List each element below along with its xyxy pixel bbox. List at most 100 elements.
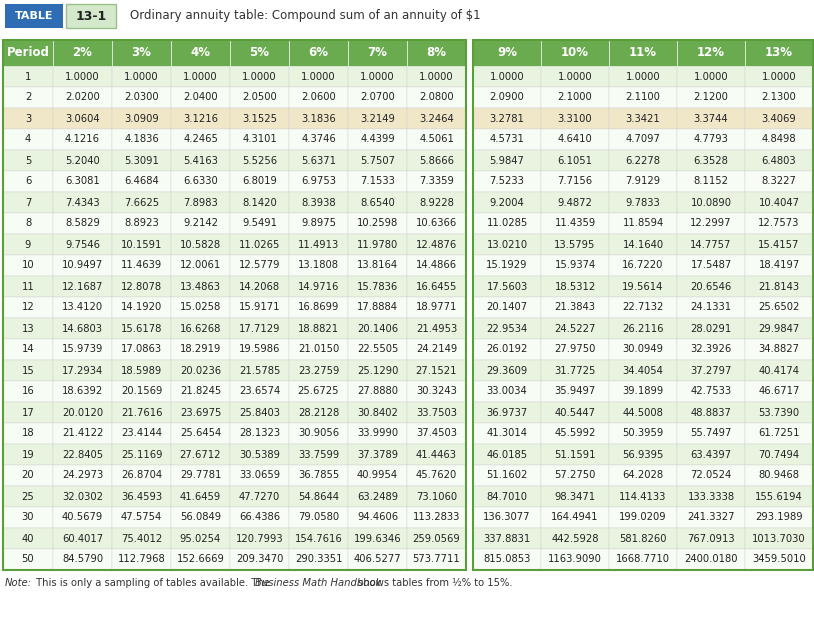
Bar <box>171 339 230 360</box>
Bar <box>53 192 112 213</box>
Text: Ordinary annuity table: Compound sum of an annuity of $1: Ordinary annuity table: Compound sum of … <box>130 9 480 22</box>
Text: 18.9771: 18.9771 <box>416 303 457 312</box>
Bar <box>171 423 230 444</box>
Bar <box>407 234 466 255</box>
Text: 1013.7030: 1013.7030 <box>752 533 806 544</box>
Text: 154.7616: 154.7616 <box>295 533 343 544</box>
Text: 1.0000: 1.0000 <box>558 71 593 81</box>
Bar <box>289 402 348 423</box>
Bar <box>407 318 466 339</box>
Bar <box>677 40 745 66</box>
Bar <box>289 423 348 444</box>
Text: 27.8880: 27.8880 <box>357 386 398 397</box>
Bar <box>53 213 112 234</box>
Text: 3.0604: 3.0604 <box>65 113 100 123</box>
Bar <box>3 40 466 570</box>
Text: 4.3746: 4.3746 <box>301 135 336 144</box>
Bar <box>112 423 171 444</box>
Text: 24.1331: 24.1331 <box>690 303 732 312</box>
Text: 1.0000: 1.0000 <box>183 71 218 81</box>
Text: 3.3100: 3.3100 <box>558 113 593 123</box>
Text: 9.7833: 9.7833 <box>626 198 660 208</box>
Text: 41.3014: 41.3014 <box>487 428 527 438</box>
Bar <box>745 528 813 549</box>
Bar <box>171 444 230 465</box>
Bar <box>677 66 745 87</box>
Text: 39.1899: 39.1899 <box>623 386 663 397</box>
Text: 53.7390: 53.7390 <box>759 407 799 417</box>
Text: 35.9497: 35.9497 <box>554 386 596 397</box>
Text: 5.6371: 5.6371 <box>301 156 336 166</box>
Text: 47.7270: 47.7270 <box>239 492 280 502</box>
Bar <box>466 465 473 486</box>
Bar <box>609 276 677 297</box>
Text: 36.7855: 36.7855 <box>298 471 339 480</box>
Bar <box>230 276 289 297</box>
Text: 5.3091: 5.3091 <box>124 156 159 166</box>
Text: 3.2149: 3.2149 <box>360 113 395 123</box>
Text: 259.0569: 259.0569 <box>413 533 461 544</box>
Bar <box>348 213 407 234</box>
Bar <box>230 297 289 318</box>
Bar <box>541 507 609 528</box>
Bar <box>3 171 53 192</box>
Bar <box>230 339 289 360</box>
Text: 3.4069: 3.4069 <box>762 113 796 123</box>
Text: 7.5233: 7.5233 <box>489 177 524 187</box>
Bar <box>289 171 348 192</box>
Bar <box>171 360 230 381</box>
Text: 2: 2 <box>24 92 31 102</box>
Bar <box>745 40 813 66</box>
Bar <box>473 171 541 192</box>
Bar <box>407 276 466 297</box>
Bar <box>53 486 112 507</box>
Bar <box>230 213 289 234</box>
Bar <box>3 486 53 507</box>
Bar <box>230 150 289 171</box>
Text: 17: 17 <box>22 407 34 417</box>
Text: 79.0580: 79.0580 <box>298 513 339 523</box>
Text: 56.9395: 56.9395 <box>623 450 663 459</box>
Bar <box>348 129 407 150</box>
Bar <box>3 255 53 276</box>
Bar <box>3 40 53 66</box>
Text: 28.0291: 28.0291 <box>690 324 732 334</box>
Bar <box>3 108 53 129</box>
Bar <box>677 444 745 465</box>
Bar <box>230 423 289 444</box>
Text: 5: 5 <box>24 156 31 166</box>
Bar <box>289 297 348 318</box>
Text: 2.0300: 2.0300 <box>125 92 159 102</box>
Text: 209.3470: 209.3470 <box>236 554 283 564</box>
Text: 66.4386: 66.4386 <box>239 513 280 523</box>
Text: 6: 6 <box>24 177 31 187</box>
Text: 18.2919: 18.2919 <box>180 345 221 355</box>
Text: 1.0000: 1.0000 <box>243 71 277 81</box>
Text: 73.1060: 73.1060 <box>416 492 457 502</box>
Text: 37.3789: 37.3789 <box>357 450 398 459</box>
Text: 155.6194: 155.6194 <box>755 492 803 502</box>
Text: 3%: 3% <box>132 46 151 60</box>
Bar <box>112 66 171 87</box>
Text: 13-1: 13-1 <box>76 9 107 22</box>
Bar <box>53 276 112 297</box>
Bar <box>407 339 466 360</box>
Text: 7: 7 <box>24 198 31 208</box>
Bar <box>66 4 116 28</box>
Bar <box>541 528 609 549</box>
Bar <box>466 234 473 255</box>
Bar <box>3 150 53 171</box>
Text: 27.1521: 27.1521 <box>416 366 457 376</box>
Bar <box>289 87 348 108</box>
Text: 8.8923: 8.8923 <box>124 218 159 229</box>
Text: 18.4197: 18.4197 <box>759 260 799 270</box>
Text: 15.1929: 15.1929 <box>486 260 527 270</box>
Text: 15.9374: 15.9374 <box>554 260 596 270</box>
Bar <box>745 360 813 381</box>
Bar <box>348 192 407 213</box>
Bar <box>541 297 609 318</box>
Text: 12.7573: 12.7573 <box>759 218 799 229</box>
Text: 27.9750: 27.9750 <box>554 345 596 355</box>
Text: 112.7968: 112.7968 <box>118 554 165 564</box>
Bar <box>609 255 677 276</box>
